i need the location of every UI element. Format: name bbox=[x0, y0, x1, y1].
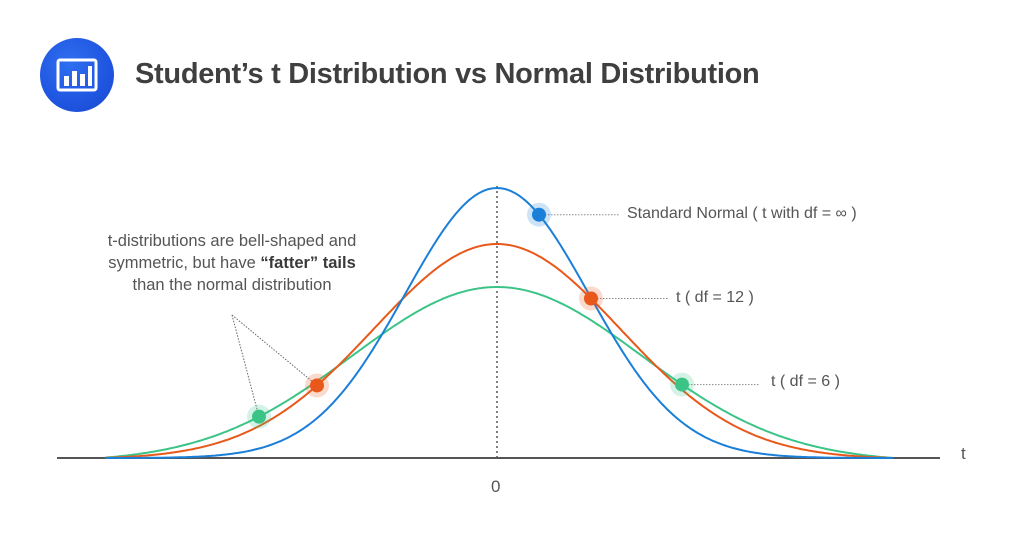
curve-1 bbox=[104, 243, 894, 459]
curve-0 bbox=[105, 186, 893, 459]
annotation-line-3: than the normal distribution bbox=[132, 276, 332, 294]
fatter-tails-annotation: t-distributions are bell-shaped and symm… bbox=[62, 230, 402, 296]
annotation-line-1: t-distributions are bell-shaped and bbox=[107, 232, 357, 250]
label-standard-normal: Standard Normal ( t with df = ∞ ) bbox=[627, 205, 857, 222]
marker-dot bbox=[310, 378, 324, 393]
marker-dot bbox=[675, 377, 689, 392]
label-t-df-12: t ( df = 12 ) bbox=[676, 289, 754, 306]
marker-dot bbox=[584, 291, 598, 306]
annotation-leader bbox=[231, 314, 260, 417]
bar-chart-icon bbox=[40, 38, 114, 112]
x-tick-zero: 0 bbox=[491, 477, 501, 496]
annotation-leader bbox=[231, 314, 318, 386]
curve-2 bbox=[104, 286, 894, 459]
x-axis-label: t bbox=[961, 444, 966, 463]
marker-dot bbox=[252, 409, 266, 424]
page-title: Student’s t Distribution vs Normal Distr… bbox=[135, 58, 760, 90]
marker-dot bbox=[532, 207, 546, 222]
annotation-line-2: symmetric, but have “fatter” tails bbox=[108, 254, 356, 272]
label-t-df-6: t ( df = 6 ) bbox=[771, 373, 840, 390]
